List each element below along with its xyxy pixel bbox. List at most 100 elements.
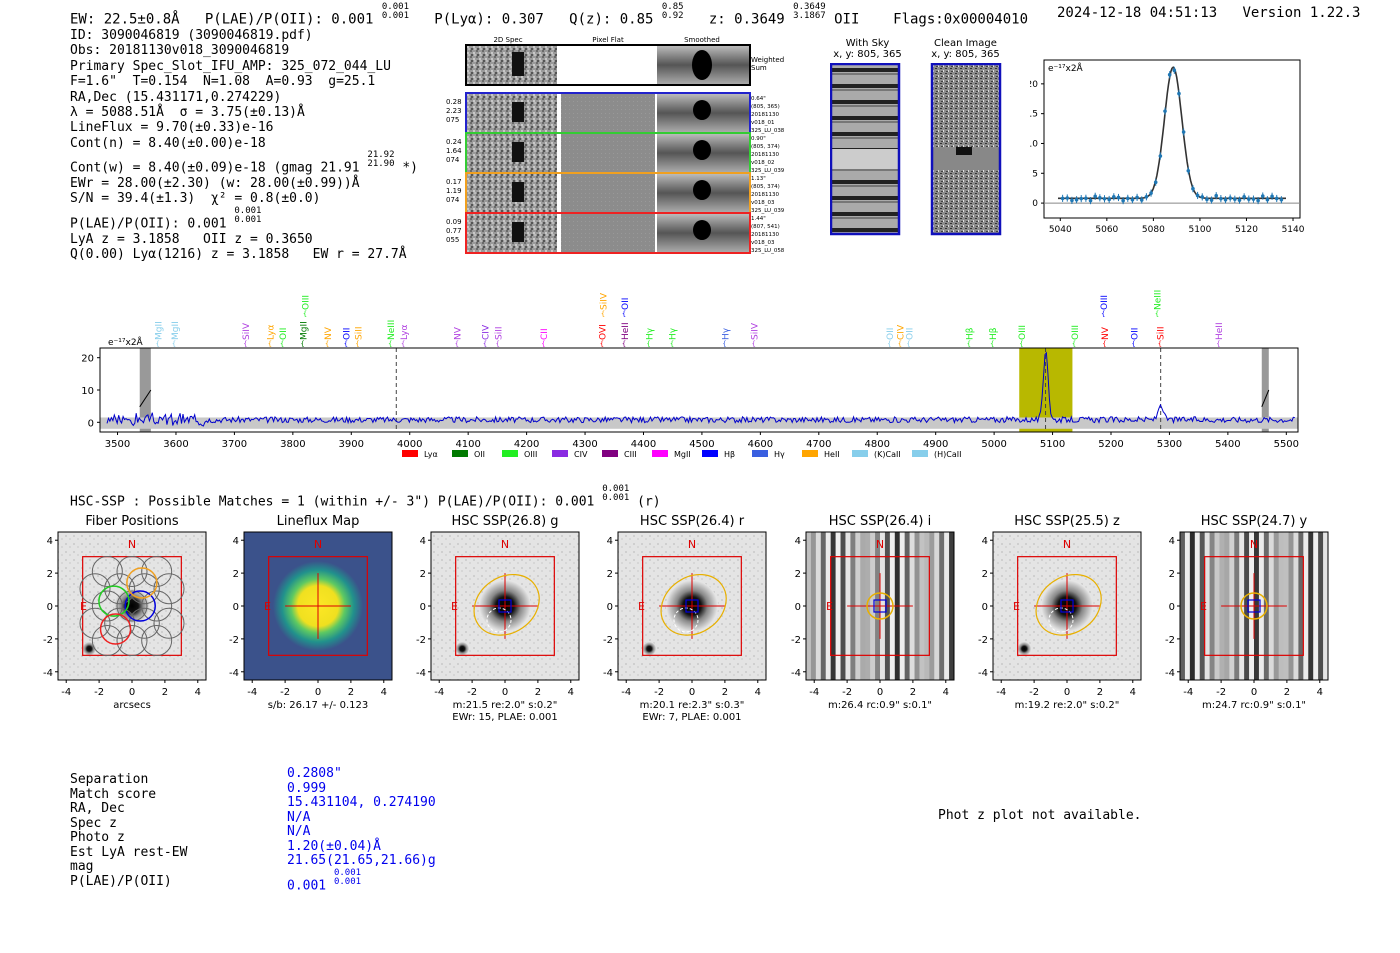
header-ew: EW: 22.5±0.8Å: [70, 11, 180, 28]
cutout-right-label: 20181130: [751, 192, 779, 198]
panel-ytick-label: 4: [1169, 536, 1175, 547]
match-box: [1060, 599, 1074, 613]
line-label-tick: {: [990, 340, 994, 348]
legend-swatch: [552, 450, 568, 457]
header-right: 2024-12-18 04:51:13 Version 1.22.3: [1057, 5, 1360, 21]
panel-xtick-label: 2: [535, 687, 541, 698]
panel-xtick-label: -4: [996, 687, 1006, 698]
line-label-tick: {: [898, 340, 902, 348]
panel-title: HSC SSP(26.8) g: [451, 514, 558, 529]
zoom-point: [1237, 198, 1242, 202]
line-label: OII: [886, 328, 896, 340]
spectrum-xtick-label: 4200: [514, 439, 539, 450]
cutout-pixel-flat: [561, 214, 655, 252]
stripe-column: [1180, 532, 1186, 680]
cutout-left-label: 074: [446, 156, 460, 164]
line-label-tick: {: [722, 340, 726, 348]
legend-label: Hβ: [724, 450, 735, 459]
weighted-sum-label-text: Weighted: [751, 56, 784, 64]
north-label: N: [501, 538, 509, 551]
zoom-point: [1167, 72, 1172, 77]
spectrum-xtick-label: 4600: [748, 439, 773, 450]
stripe-column: [1184, 532, 1191, 680]
weighted-sum-label: Weighted Sum: [751, 56, 784, 72]
line-label: HeII: [1215, 322, 1225, 340]
header-flags: Flags:0x00004010: [893, 11, 1028, 28]
summary-label: P(LAE)/P(OII): [70, 873, 172, 889]
panel-title: HSC SSP(26.4) i: [829, 514, 931, 529]
line-label-tick: {: [344, 340, 348, 348]
cutout-right-label: (805, 365): [751, 104, 780, 110]
zoom-point: [1130, 197, 1135, 202]
panel-ytick-label: 2: [795, 569, 801, 580]
zoom-point: [1195, 193, 1200, 198]
header-plae-range: 0.001 0.001: [381, 2, 409, 21]
header-z: z: 0.3649: [708, 11, 785, 28]
cutout-right-label: 325_LU_039: [751, 208, 785, 214]
panel-xtick-label: 4: [755, 687, 761, 698]
line-label-tick: {: [155, 340, 159, 348]
zoom-ytick-label: 0: [1032, 199, 1038, 209]
spectrum-xtick-label: 4900: [923, 439, 948, 450]
panel-xtick-label: 0: [1064, 687, 1070, 698]
line-label: HeII: [621, 322, 631, 340]
cutout-smoothed-source: [693, 220, 711, 240]
spectrum-xtick-label: 5300: [1157, 439, 1182, 450]
zoom-point: [1200, 195, 1205, 199]
line-label-tick: {: [268, 340, 272, 348]
summary-label: mag: [70, 859, 94, 874]
line-label: OIII: [1018, 325, 1028, 340]
summary-value: N/A: [287, 809, 311, 825]
masked-band: [1261, 348, 1269, 432]
line-label-tick: {: [303, 310, 307, 318]
stripe-column: [939, 532, 945, 680]
zoom-xtick-label: 5060: [1095, 225, 1118, 235]
panel-ytick-label: 4: [982, 536, 988, 547]
panel-caption: arcsecs: [113, 700, 151, 711]
weighted-sum-row: Weighted Sum: [465, 44, 784, 86]
zoom-ytick-label: 10: [1030, 139, 1038, 149]
line-label-tick: {: [1158, 340, 1162, 348]
cutout-pixel-flat: [561, 174, 655, 212]
aperture-box: [1017, 556, 1117, 656]
spectrum-xtick-label: 4800: [865, 439, 890, 450]
stripe-column: [1194, 532, 1201, 680]
match-box: [873, 599, 887, 613]
cutout-smoothed-source: [693, 180, 711, 200]
line-label: SiII: [495, 326, 505, 340]
legend-swatch: [452, 450, 468, 457]
line-label-tick: {: [1072, 340, 1076, 348]
summary-values: 0.2808" 0.999 15.431104, 0.274190 N/A N/A 1.2…: [287, 766, 436, 893]
cutout-left-label: 0.24: [446, 138, 462, 146]
zoom-point: [1121, 198, 1125, 203]
line-label: OIII: [302, 295, 312, 310]
legend-swatch: [702, 450, 718, 457]
panel-ytick-label: 2: [982, 569, 988, 580]
panel-xtick-label: 4: [1130, 687, 1136, 698]
hsc-band: (r): [637, 494, 661, 510]
line-label-tick: {: [172, 340, 176, 348]
panel-ytick-label: 0: [233, 602, 239, 613]
panel-ytick-label: 4: [233, 536, 239, 547]
panel-xtick-label: 4: [381, 687, 387, 698]
line-label-tick: {: [243, 340, 247, 348]
line-label: CIV: [897, 324, 907, 340]
match-box: [685, 599, 699, 613]
galaxy-ellipse: [473, 573, 540, 636]
spectrum-xtick-label: 4500: [689, 439, 714, 450]
summary-value: 0.999: [287, 780, 327, 796]
panel-xtick-label: 0: [502, 687, 508, 698]
east-label: E: [80, 600, 87, 613]
legend-swatch: [652, 450, 668, 457]
cutout-2d-source: [512, 102, 524, 122]
aperture-box: [268, 556, 368, 656]
clean-image-title: Clean Image x, y: 805, 365: [931, 38, 1000, 60]
cutout-left-label: 2.23: [446, 107, 462, 115]
line-label: OVI: [599, 324, 609, 340]
line-label: MgII: [154, 321, 164, 340]
header-qz-range: 0.85 0.92: [661, 2, 684, 21]
header-plya: P(Lyα): 0.307: [434, 11, 544, 28]
header-z-range: 0.3649 3.1867: [793, 2, 826, 21]
info-id: ID: 3090046819 (3090046819.pdf): [70, 28, 313, 43]
